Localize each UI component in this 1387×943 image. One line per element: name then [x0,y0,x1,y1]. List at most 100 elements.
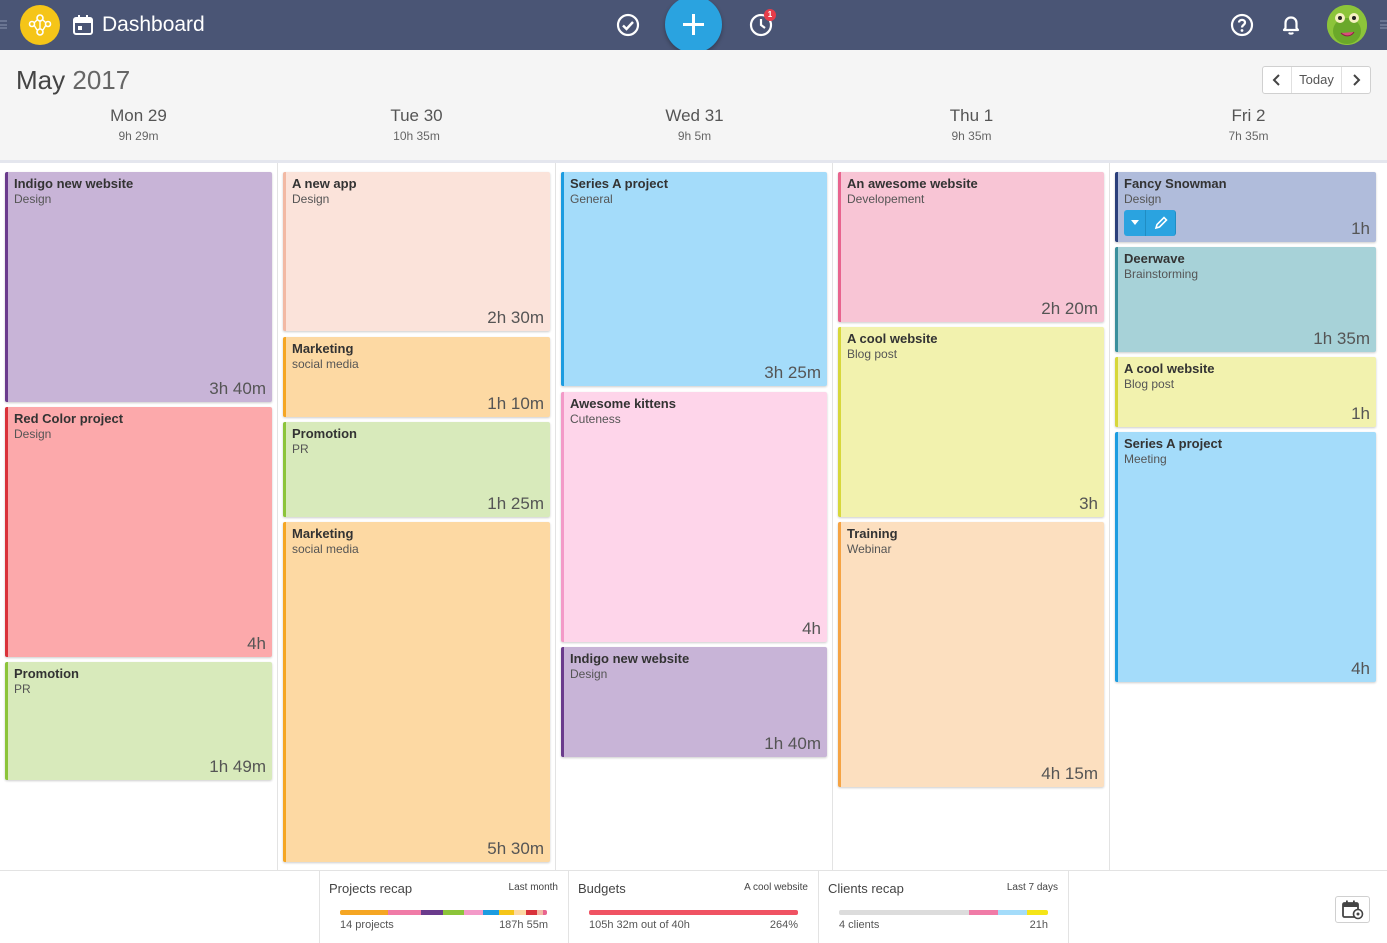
time-entry-card[interactable]: Awesome kittens Cuteness 4h [561,392,827,642]
entry-task: Design [570,667,608,681]
widget-title: Clients recap [828,881,904,896]
entry-duration: 4h 15m [1041,764,1098,783]
entry-duration: 1h 10m [487,394,544,413]
widget-period[interactable]: A cool website [744,882,808,893]
entry-task: Design [14,427,52,441]
timer-badge: 1 [764,9,776,21]
entry-actions [1124,210,1176,236]
entry-duration: 4h [247,634,266,653]
time-entry-card[interactable]: Marketing social media 5h 30m [283,522,550,862]
entry-task: social media [292,542,359,556]
bar-segment [997,910,1028,915]
widget-settings-button[interactable] [1335,896,1370,923]
bar-segment [340,910,388,915]
clients-recap-widget[interactable]: Clients recap Last 7 days 4 clients 21h [818,871,1069,943]
caret-down-icon [1130,220,1139,225]
widget-period[interactable]: Last 7 days [1006,882,1058,893]
column-divider [1109,163,1110,870]
help-icon[interactable] [1230,13,1254,37]
bar-segment [968,910,998,915]
menu-handle-left[interactable] [0,20,7,29]
day-header-tue: Tue 30 10h 35m [278,106,555,143]
day-total: 7h 35m [1228,129,1269,143]
column-divider [555,163,556,870]
previous-week-button[interactable] [1263,67,1291,93]
time-entry-card[interactable]: Fancy Snowman Design 1h [1115,172,1376,242]
timer-icon[interactable] [749,13,773,37]
time-entry-card[interactable]: Deerwave Brainstorming 1h 35m [1115,247,1376,352]
entry-project: Marketing [292,526,354,541]
time-entry-card[interactable]: A new app Design 2h 30m [283,172,550,331]
entry-duration: 2h 30m [487,308,544,327]
day-header-thu: Thu 1 9h 35m [833,106,1110,143]
budget-bar [589,910,798,915]
chevron-right-icon [1353,74,1361,86]
entry-project: Indigo new website [570,651,690,666]
page-title: Dashboard [102,13,205,36]
bar-segment [443,910,465,915]
calendar-settings-icon [1341,900,1363,919]
entry-project: A cool website [1124,361,1215,376]
column-divider [277,163,278,870]
entry-duration: 3h [1079,494,1098,513]
next-week-button[interactable] [1342,67,1370,93]
month-title: May 2017 [16,65,131,95]
check-circle-icon[interactable] [616,13,640,37]
day-header-wed: Wed 31 9h 5m [556,106,833,143]
projects-bar [340,910,547,915]
entry-task: Blog post [1124,377,1175,391]
time-entry-card[interactable]: Training Webinar 4h 15m [838,522,1104,787]
entry-duration: 3h 25m [764,363,821,382]
time-entry-card[interactable]: Indigo new website Design 3h 40m [5,172,272,402]
add-entry-button[interactable] [665,0,722,53]
chevron-left-icon [1272,74,1280,86]
team-logo-icon[interactable] [20,5,60,45]
entry-duration: 1h 40m [764,734,821,753]
pencil-icon [1154,216,1168,230]
calendar-icon [72,14,94,41]
time-entry-card[interactable]: Promotion PR 1h 49m [5,662,272,780]
bar-segment [526,910,537,915]
entry-project: Marketing [292,341,354,356]
entry-task: Design [292,192,330,206]
budgets-widget[interactable]: Budgets A cool website 105h 32m out of 4… [568,871,818,943]
bar-segment [482,910,500,915]
widget-right-value: 187h 55m [499,919,548,931]
bell-icon[interactable] [1279,13,1303,37]
time-entry-card[interactable]: A cool website Blog post 3h [838,327,1104,517]
clients-bar [839,910,1048,915]
entry-task: Blog post [847,347,898,361]
projects-recap-widget[interactable]: Projects recap Last month 14 projects 18… [319,871,568,943]
time-entry-card[interactable]: An awesome website Developement 2h 20m [838,172,1104,322]
menu-handle-right[interactable] [1380,20,1387,29]
time-entry-card[interactable]: Series A project Meeting 4h [1115,432,1376,682]
widget-title: Budgets [578,881,626,896]
widget-right-value: 264% [769,919,798,931]
time-entry-card[interactable]: Marketing social media 1h 10m [283,337,550,417]
column-divider [832,163,833,870]
date-navigation: Today [1262,66,1371,94]
widget-period[interactable]: Last month [508,882,558,893]
entry-project: Red Color project [14,411,124,426]
day-total: 10h 35m [393,129,440,143]
entry-duration: 1h 49m [209,757,266,776]
entry-duration: 4h [802,619,821,638]
time-entry-card[interactable]: Series A project General 3h 25m [561,172,827,386]
entry-dropdown-button[interactable] [1124,210,1146,236]
entry-task: Webinar [847,542,892,556]
time-entry-card[interactable]: Red Color project Design 4h [5,407,272,657]
entry-task: PR [14,682,31,696]
time-entry-card[interactable]: Promotion PR 1h 25m [283,422,550,517]
entry-task: General [570,192,613,206]
day-header-mon: Mon 29 9h 29m [0,106,277,143]
time-entry-card[interactable]: Indigo new website Design 1h 40m [561,647,827,757]
edit-entry-button[interactable] [1146,210,1176,236]
entry-duration: 1h 25m [487,494,544,513]
user-avatar[interactable] [1327,5,1367,45]
entry-project: Deerwave [1124,251,1185,266]
bar-segment [420,910,444,915]
time-entry-card[interactable]: A cool website Blog post 1h [1115,357,1376,427]
today-button[interactable]: Today [1291,67,1342,93]
day-label: Wed 31 [665,106,724,125]
day-label: Tue 30 [390,106,443,125]
